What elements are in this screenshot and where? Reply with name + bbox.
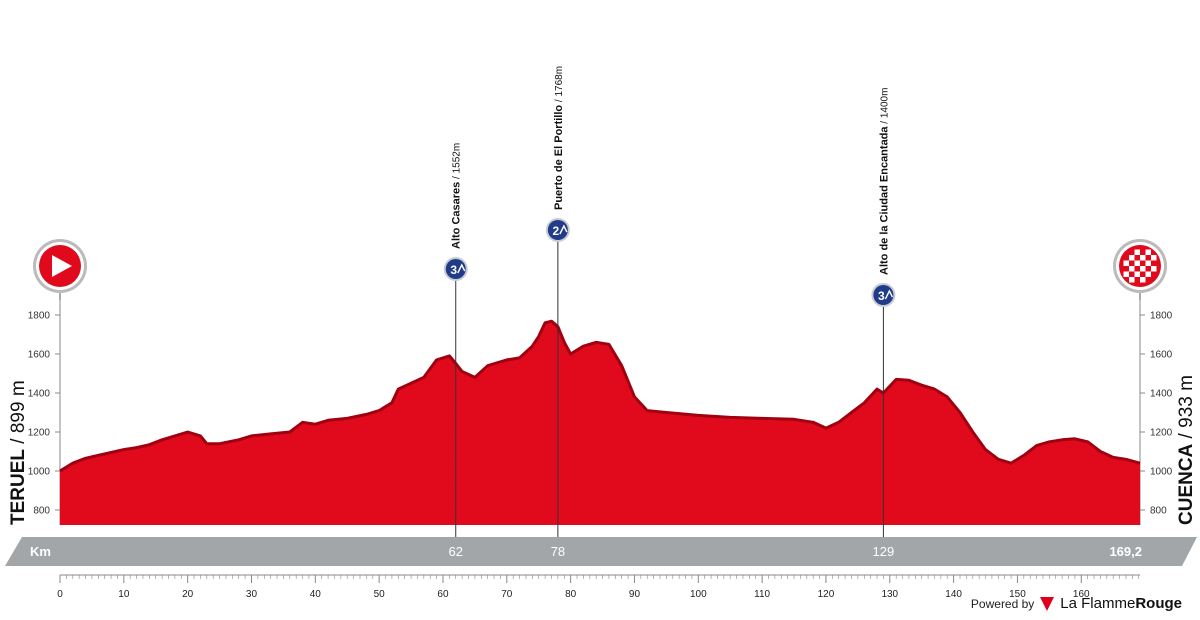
finish-town-label: CUENCA / 933 m [1176, 375, 1197, 525]
climb-altitude: / 1552m [452, 143, 463, 182]
x-tick-label: 100 [690, 589, 707, 600]
y-tick-label-right: 800 [1150, 506, 1167, 517]
checker-square [1134, 260, 1140, 266]
y-tick-label-left: 1600 [28, 350, 51, 361]
profile-texture [60, 321, 1140, 525]
climb-icon-bike [457, 263, 466, 274]
finish-flag-icon [1113, 239, 1167, 293]
brand-name: La FlammeRouge [1060, 595, 1182, 612]
x-tick-label: 80 [565, 589, 577, 600]
y-tick-label-right: 1400 [1150, 389, 1173, 400]
y-tick-label-right: 1800 [1150, 311, 1173, 322]
climb-markers: 3 Alto Casares / 1552m 2 Puerto de El Porti… [443, 66, 896, 537]
climb-category-icon: 2 [545, 218, 570, 242]
y-axis-left: 800 1000 1200 1400 1600 1800 [28, 300, 61, 525]
y-tick-label-left: 800 [33, 506, 50, 517]
start-flag-icon [33, 239, 87, 293]
x-tick-label: 50 [374, 589, 386, 600]
checker-square [1134, 249, 1140, 255]
climb-altitude: / 1768m [554, 66, 565, 105]
km-bar-label: Km [30, 544, 51, 559]
x-tick-label: 120 [818, 589, 835, 600]
climb-category-icon: 3 [443, 257, 468, 281]
start-town-label: TERUEL / 899 m [8, 380, 29, 525]
climb-name: Puerto de El Portillo [553, 105, 565, 210]
x-tick-label: 150 [1009, 589, 1026, 600]
climb-name: Alto de la Ciudad Encantada [878, 126, 890, 275]
x-tick-label: 0 [57, 589, 63, 600]
climb-icon-bike [559, 224, 568, 235]
x-axis: 0 10 20 30 40 50 60 70 80 90 100 110 120 130 140 150 160 [57, 574, 1140, 600]
climb-icon-category: 3 [450, 263, 457, 277]
x-tick-label: 110 [754, 589, 770, 600]
checker-square [1151, 255, 1157, 261]
y-tick-label-left: 1800 [28, 311, 51, 322]
climb-label: Puerto de El Portillo / 1768m [553, 66, 565, 210]
km-bar-marker: 129 [873, 544, 895, 559]
climb-name: Alto Casares [451, 182, 463, 249]
km-bar-total: 169,2 [1109, 544, 1142, 559]
checker-square [1151, 266, 1157, 272]
climb-altitude: / 1400m [879, 88, 890, 127]
x-tick-label: 70 [501, 589, 513, 600]
climb-label: Alto Casares / 1552m [451, 143, 463, 249]
x-tick-label: 30 [246, 589, 258, 600]
checker-square [1129, 255, 1135, 261]
climb-icon-category: 3 [878, 289, 885, 303]
y-tick-label-right: 1600 [1150, 350, 1173, 361]
climb-icon-disc [445, 259, 466, 279]
powered-by-text: Powered by [970, 596, 1035, 611]
climb-icon-bike [884, 289, 894, 300]
checker-square [1145, 249, 1151, 255]
x-tick-label: 90 [629, 589, 641, 600]
x-tick-label: 140 [945, 589, 962, 600]
x-tick-label: 10 [118, 589, 130, 600]
km-bar-marker: 62 [449, 544, 463, 559]
climb-category-icon: 3 [871, 283, 896, 307]
x-tick-label: 160 [1073, 589, 1090, 600]
y-tick-label-left: 1000 [28, 467, 51, 478]
climb-icon-disc [547, 220, 568, 240]
x-tick-label: 40 [310, 589, 322, 600]
elevation-profile [59, 319, 1141, 525]
flamme-rouge-logo-icon [1040, 596, 1055, 611]
km-bar: Km 62 78 129 169,2 [5, 537, 1197, 566]
checker-square [1145, 271, 1151, 277]
x-tick-label: 20 [182, 589, 194, 600]
y-tick-label-left: 1200 [28, 428, 51, 439]
checker-square [1145, 260, 1151, 266]
checker-square [1140, 277, 1146, 283]
km-bar-band [5, 537, 1197, 566]
y-tick-label-right: 1200 [1150, 428, 1173, 439]
climb-icon-category: 2 [553, 224, 560, 238]
climb-icon-disc [873, 285, 894, 305]
climb-label: Alto de la Ciudad Encantada / 1400m [878, 88, 890, 275]
y-tick-label-left: 1400 [28, 389, 51, 400]
checker-square [1129, 277, 1135, 283]
checker-square [1140, 255, 1146, 261]
checker-square [1140, 266, 1146, 272]
checker-square [1129, 266, 1135, 272]
y-axis-right: 800 1000 1200 1400 1600 1800 [1139, 293, 1173, 525]
km-bar-marker: 78 [551, 544, 565, 559]
checker-square [1123, 260, 1129, 266]
checker-square [1123, 271, 1129, 277]
checker-square [1134, 271, 1140, 277]
y-tick-label-right: 1000 [1150, 467, 1173, 478]
x-tick-label: 130 [881, 589, 898, 600]
credit-line: Powered by La FlammeRouge [971, 595, 1182, 612]
x-tick-label: 60 [437, 589, 449, 600]
